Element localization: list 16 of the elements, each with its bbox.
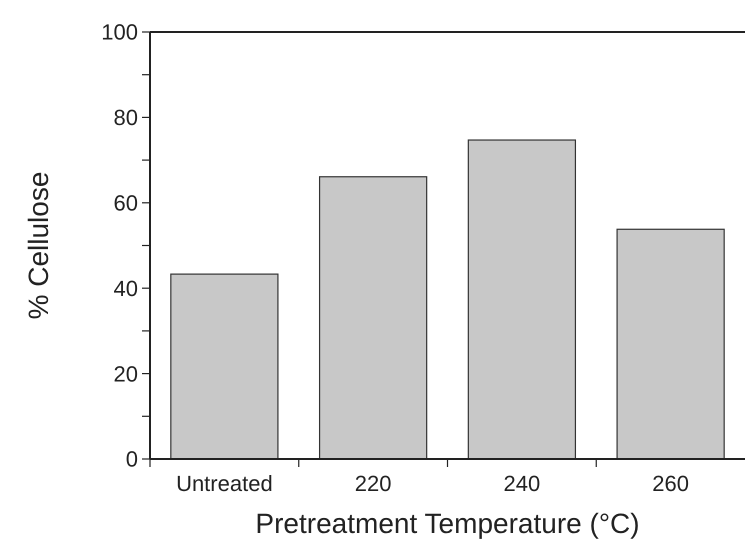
bar <box>318 176 428 460</box>
bar <box>616 228 725 460</box>
y-tick-label: 60 <box>114 190 138 216</box>
y-tick-label: 0 <box>126 446 138 472</box>
x-tick-label: 260 <box>652 471 689 496</box>
x-tick-label: Untreated <box>176 471 273 496</box>
y-axis-title: % Cellulose <box>23 172 54 320</box>
y-tick-label: 20 <box>114 361 138 386</box>
y-tick-label: 80 <box>114 105 138 130</box>
bar <box>468 139 576 460</box>
bar <box>170 274 279 460</box>
y-tick-label: 100 <box>101 20 138 45</box>
x-tick-label: 240 <box>504 471 540 496</box>
x-axis-title: Pretreatment Temperature (°C) <box>255 508 640 539</box>
x-tick-label: 220 <box>354 471 392 496</box>
y-tick-label: 40 <box>114 276 138 301</box>
